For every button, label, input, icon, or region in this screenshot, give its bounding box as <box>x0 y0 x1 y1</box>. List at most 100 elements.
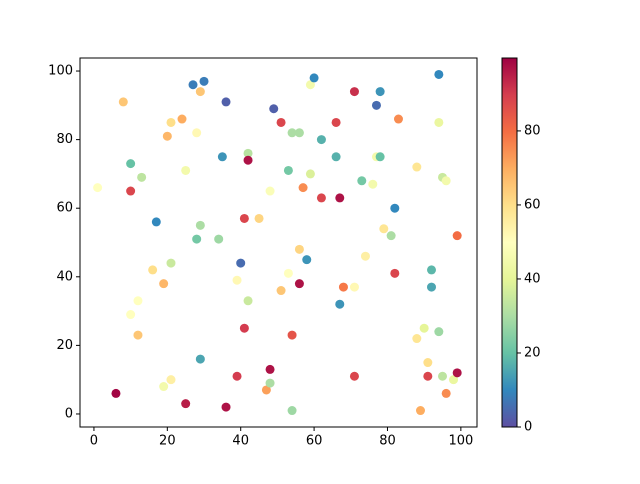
scatter-point <box>199 76 209 86</box>
scatter-point <box>393 114 403 124</box>
x-tick-label: 20 <box>159 434 176 449</box>
axes-frame <box>79 57 478 428</box>
scatter-point <box>232 275 242 285</box>
scatter-point <box>181 165 191 175</box>
scatter-point <box>243 148 253 158</box>
scatter-point <box>221 402 231 412</box>
scatter-point <box>338 282 348 292</box>
scatter-point <box>133 330 143 340</box>
scatter-point <box>276 286 286 296</box>
scatter-point <box>335 193 345 203</box>
scatter-point <box>434 327 444 337</box>
scatter-point <box>360 251 370 261</box>
scatter-point <box>93 183 103 193</box>
scatter-point <box>166 258 176 268</box>
scatter-point <box>371 100 381 110</box>
scatter-point <box>232 371 242 381</box>
x-tick-label: 80 <box>379 434 396 449</box>
scatter-point <box>239 323 249 333</box>
scatter-point <box>283 165 293 175</box>
scatter-point <box>236 258 246 268</box>
scatter-point <box>166 375 176 385</box>
scatter-point <box>195 87 205 97</box>
scatter-point <box>294 244 304 254</box>
scatter-point <box>415 406 425 416</box>
scatter-point <box>349 371 359 381</box>
scatter-point <box>309 73 319 83</box>
scatter-point <box>390 268 400 278</box>
scatter-point <box>316 193 326 203</box>
scatter-point <box>133 296 143 306</box>
colorbar-tick-label: 20 <box>524 345 541 360</box>
scatter-point <box>159 382 169 392</box>
scatter-point <box>349 87 359 97</box>
x-tick-label: 0 <box>90 434 98 449</box>
scatter-point <box>243 155 253 165</box>
scatter-point <box>335 299 345 309</box>
scatter-point <box>137 172 147 182</box>
scatter-point <box>254 213 264 223</box>
scatter-point <box>302 255 312 265</box>
scatter-point <box>214 234 224 244</box>
scatter-point <box>192 128 202 138</box>
scatter-point <box>375 87 385 97</box>
scatter-point <box>357 176 367 186</box>
scatter-point <box>243 296 253 306</box>
scatter-point <box>441 176 451 186</box>
scatter-point <box>423 358 433 368</box>
x-tick-label: 40 <box>232 434 249 449</box>
scatter-point <box>261 385 271 395</box>
scatter-point <box>427 282 437 292</box>
scatter-point <box>287 406 297 416</box>
scatter-point <box>148 265 158 275</box>
scatter-point <box>111 388 121 398</box>
y-tick-label: 40 <box>56 269 73 284</box>
scatter-point <box>294 279 304 289</box>
scatter-point <box>449 375 459 385</box>
scatter-point <box>159 279 169 289</box>
scatter-point <box>181 399 191 409</box>
scatter-point <box>368 179 378 189</box>
scatter-point <box>412 162 422 172</box>
scatter-point <box>316 135 326 145</box>
scatter-point <box>192 234 202 244</box>
scatter-point <box>162 131 172 141</box>
scatter-point <box>287 128 297 138</box>
scatter-point <box>441 388 451 398</box>
scatter-point <box>287 330 297 340</box>
colorbar-tick-label: 40 <box>524 271 541 286</box>
scatter-point <box>349 282 359 292</box>
scatter-point <box>434 69 444 79</box>
scatter-point <box>294 128 304 138</box>
scatter-point <box>269 104 279 114</box>
scatter-point <box>412 334 422 344</box>
scatter-point <box>217 152 227 162</box>
scatter-point <box>452 368 462 378</box>
scatter-point <box>283 268 293 278</box>
scatter-point <box>331 152 341 162</box>
x-tick-label: 60 <box>306 434 323 449</box>
scatter-point <box>305 80 315 90</box>
scatter-point <box>265 364 275 374</box>
scatter-point <box>265 378 275 388</box>
colorbar-tick-label: 60 <box>524 197 541 212</box>
y-tick-label: 60 <box>56 201 73 216</box>
colorbar <box>501 57 518 428</box>
scatter-point <box>375 152 385 162</box>
y-tick-label: 20 <box>56 338 73 353</box>
scatter-point <box>166 117 176 127</box>
scatter-point <box>298 183 308 193</box>
colorbar-tick-label: 0 <box>524 420 532 435</box>
scatter-point <box>195 220 205 230</box>
scatter-point <box>390 203 400 213</box>
scatter-point <box>126 159 136 169</box>
scatter-point <box>419 323 429 333</box>
y-tick-label: 80 <box>56 132 73 147</box>
scatter-point <box>452 231 462 241</box>
scatter-point <box>126 310 136 320</box>
scatter-point <box>265 186 275 196</box>
scatter-point <box>434 117 444 127</box>
scatter-point <box>438 371 448 381</box>
y-tick-label: 100 <box>48 64 73 79</box>
